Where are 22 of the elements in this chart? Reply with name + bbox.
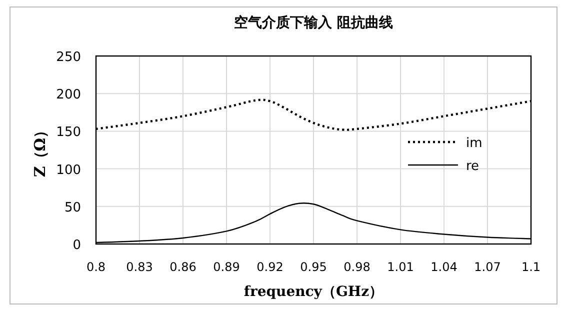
y-tick-label: 200 [56,88,81,103]
legend-label: im [466,136,482,151]
x-tick-label: 0.8 [86,260,106,274]
y-tick-label: 150 [56,125,81,140]
y-tick-label: 50 [64,200,81,216]
y-tick-label: 0 [72,238,81,253]
x-tick-label: 1.07 [474,260,501,274]
x-tick-label: 0.83 [126,260,153,274]
y-tick-label: 250 [56,50,81,65]
x-tick-label: 1.01 [387,260,414,274]
x-tick-label: 0.95 [300,260,327,274]
x-tick-label: 0.89 [213,260,240,274]
chart-title: 空气介质下输入 阻抗曲线 [234,14,393,31]
y-axis-title: Z（Ω） [31,122,49,178]
x-tick-label: 1.04 [430,260,458,274]
x-tick-label: 0.86 [170,260,196,274]
legend-label: re [466,159,480,174]
x-tick-label: 0.98 [344,260,370,274]
x-tick-label: 1.1 [521,260,541,274]
x-tick-label: 0.92 [256,260,284,274]
y-tick-label: 100 [56,162,81,178]
x-axis-title: frequency（GHz） [244,284,384,300]
